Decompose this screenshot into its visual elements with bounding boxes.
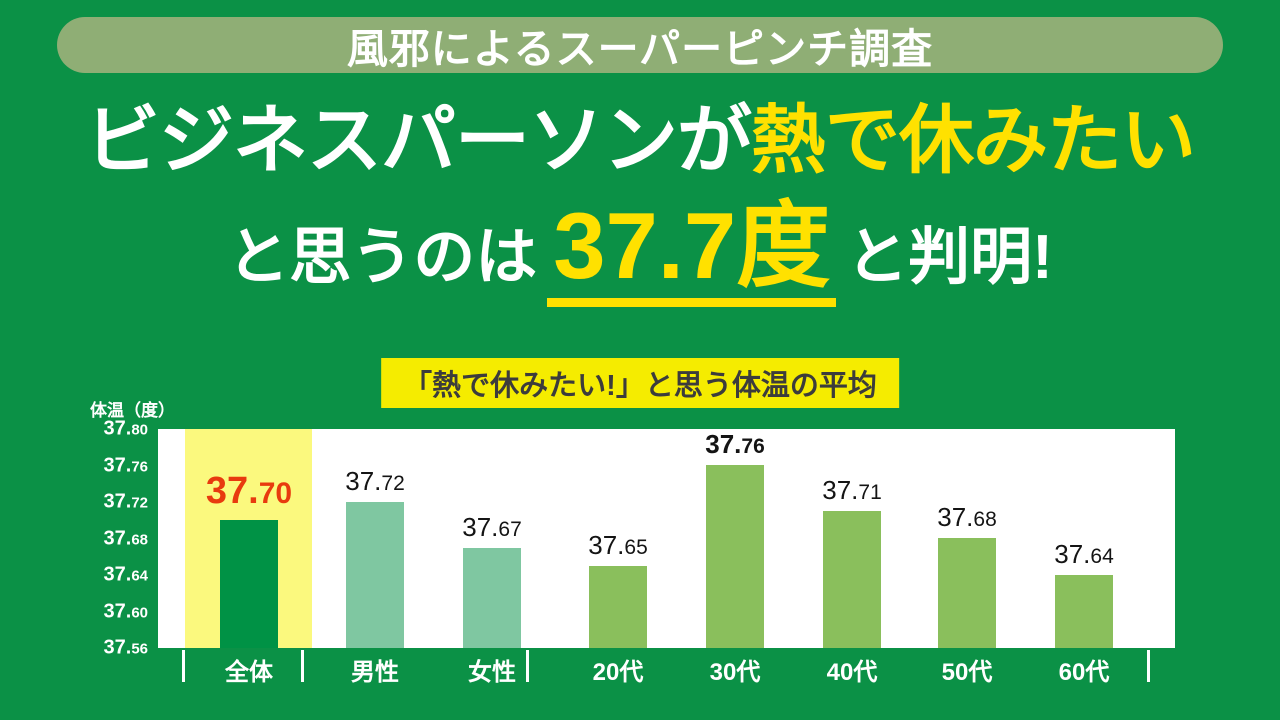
bar-value-label: 37.76: [705, 429, 765, 459]
bar-value-label: 37.65: [588, 530, 648, 560]
bar-30代: [706, 465, 764, 648]
y-axis-tick-label: 37.76: [103, 454, 149, 476]
y-axis-tick-label: 37.80: [103, 417, 149, 440]
headline: ビジネスパーソンが熱で休みたい と思うのは 37.7度 と判明!: [0, 84, 1280, 312]
axis-tick-mark: [1147, 650, 1150, 682]
headline-line2-suffix: と判明!: [846, 223, 1053, 292]
bar-value-label: 37.67: [462, 512, 522, 542]
headline-line2: と思うのは 37.7度 と判明!: [0, 198, 1280, 312]
bar-value-label: 37.64: [1054, 539, 1114, 569]
bar-value-label: 37.70: [205, 470, 293, 512]
y-axis-unit-label: 体温（度）: [90, 401, 175, 420]
bar-20代: [589, 566, 647, 648]
y-axis-tick-label: 37.56: [103, 636, 149, 659]
axis-tick-mark: [301, 650, 304, 682]
plot-area: 37.70 37.72 37.67 37.65 37.76 37.71 37.68 37.64: [158, 429, 1175, 648]
bar-全体: [220, 520, 278, 648]
axis-tick-mark: [526, 650, 529, 682]
headline-line2-prefix: と思うのは: [227, 223, 538, 292]
headline-temperature-number: 37.7度: [547, 198, 837, 307]
y-axis-tick-label: 37.60: [103, 600, 149, 622]
bar-value-label: 37.68: [937, 502, 997, 532]
bar-40代: [823, 511, 881, 648]
bar-女性: [463, 548, 521, 648]
category-label-50代: 50代: [941, 659, 993, 686]
bar-value-label: 37.72: [345, 466, 405, 496]
survey-banner-label: 風邪によるスーパーピンチ調査: [346, 26, 934, 72]
axis-tick-mark: [182, 650, 185, 682]
bar-50代: [938, 538, 996, 648]
category-label-20代: 20代: [592, 659, 644, 686]
category-label-全体: 全体: [225, 659, 273, 686]
bar-60代: [1055, 575, 1113, 648]
survey-banner: 風邪によるスーパーピンチ調査: [57, 17, 1223, 73]
category-label-女性: 女性: [468, 659, 516, 686]
bar-男性: [346, 502, 404, 648]
headline-line1: ビジネスパーソンが熱で休みたい: [0, 84, 1280, 196]
category-label-30代: 30代: [709, 659, 761, 686]
category-label-40代: 40代: [826, 659, 878, 686]
category-label-男性: 男性: [351, 659, 399, 686]
headline-line1-highlight: 熱で休みたい: [751, 98, 1196, 182]
headline-line1-white: ビジネスパーソンが: [84, 98, 752, 182]
chart-title-badge: 「熱で休みたい!」と思う体温の平均: [381, 358, 899, 408]
y-axis-tick-label: 37.68: [103, 527, 149, 549]
y-axis-tick-label: 37.64: [103, 563, 149, 586]
category-label-60代: 60代: [1058, 659, 1110, 686]
y-axis-tick-label: 37.72: [103, 490, 149, 513]
bar-value-label: 37.71: [822, 475, 882, 505]
